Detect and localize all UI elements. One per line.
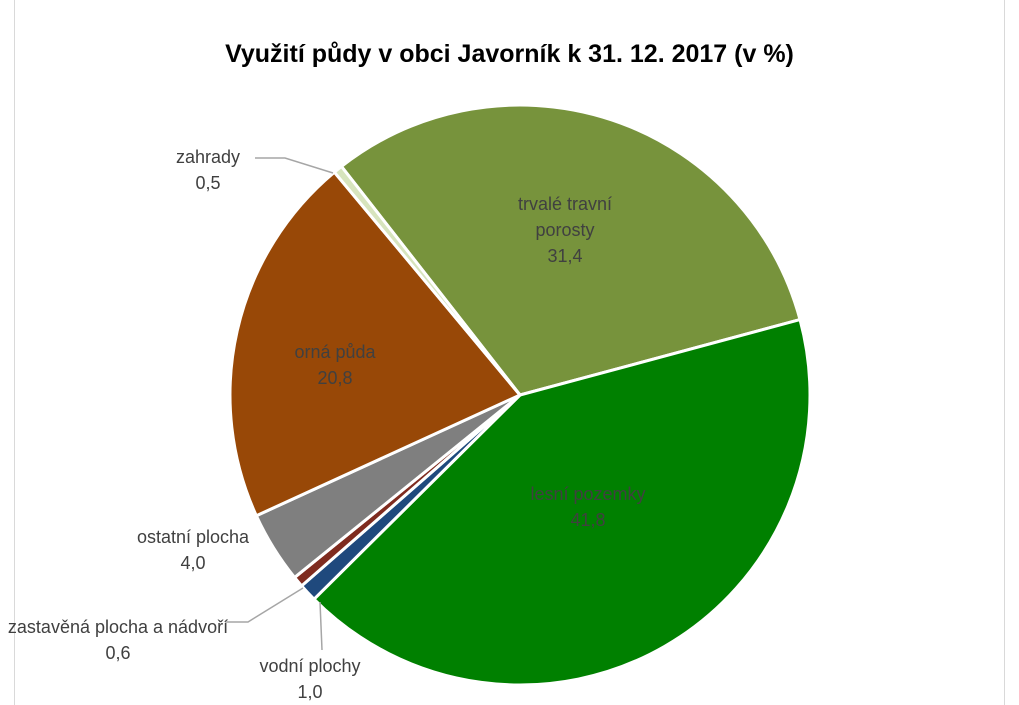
slice-name: ostatní plocha: [136, 527, 250, 547]
pie-slice: [332, 164, 522, 396]
pie-slice: [311, 317, 812, 687]
slice-value: 1,0: [297, 682, 323, 702]
leader-line: [225, 587, 304, 623]
pie-slice: [339, 103, 802, 397]
slice-name: vodní plochy: [259, 656, 361, 676]
data-label: ostatní plocha 4,0: [93, 524, 293, 576]
slice-value: 0,5: [195, 173, 221, 193]
slice-value: 20,8: [317, 368, 353, 388]
slice-name: zastavěná plocha a nádvoří: [7, 617, 229, 637]
slice-name: zahrady: [175, 147, 241, 167]
leader-line: [319, 601, 323, 651]
slice-value: 41,8: [570, 510, 606, 530]
slice-value: 31,4: [547, 246, 583, 266]
data-label: trvalé travní porosty 31,4: [490, 191, 640, 269]
pie-slice: [228, 170, 523, 518]
slice-name: orná půda: [294, 342, 376, 362]
data-label: lesní pozemky 41,8: [488, 481, 688, 533]
slice-name: trvalé travní porosty: [517, 194, 613, 240]
data-label: zastavěná plocha a nádvoří 0,6: [3, 614, 233, 666]
slice-value: 0,6: [105, 643, 131, 663]
slice-value: 4,0: [180, 553, 206, 573]
slice-name: lesní pozemky: [530, 484, 646, 504]
chart-title: Využití půdy v obci Javorník k 31. 12. 2…: [225, 40, 794, 68]
data-label: vodní plochy 1,0: [210, 653, 410, 705]
leader-line: [255, 157, 334, 174]
data-label: orná půda 20,8: [260, 339, 410, 391]
data-label: zahrady 0,5: [148, 144, 268, 196]
